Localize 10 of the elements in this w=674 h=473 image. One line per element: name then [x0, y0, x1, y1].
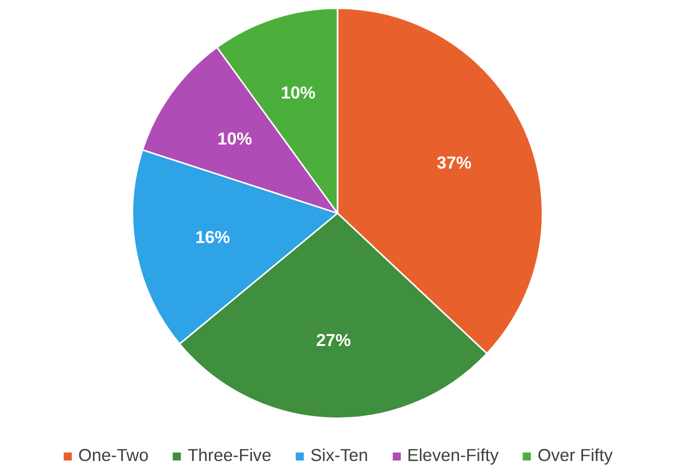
legend-label: One-Two	[78, 445, 149, 466]
legend-label: Over Fifty	[538, 445, 613, 466]
legend-label: Eleven-Fifty	[407, 445, 499, 466]
data-label: 27%	[316, 330, 351, 350]
legend-label: Six-Ten	[310, 445, 368, 466]
data-label: 37%	[436, 152, 472, 173]
data-label: 16%	[195, 227, 230, 248]
data-label: 10%	[280, 82, 316, 102]
data-label: 10%	[217, 128, 252, 148]
legend-label: Three-Five	[188, 445, 272, 466]
